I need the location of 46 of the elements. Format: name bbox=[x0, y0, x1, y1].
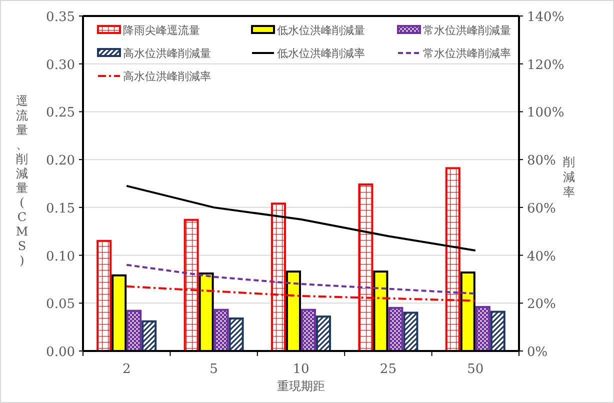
bar bbox=[126, 310, 142, 352]
y2-tick-label: 100% bbox=[527, 106, 564, 121]
y2-axis-title: 削減率 bbox=[563, 155, 575, 199]
bar bbox=[228, 317, 244, 352]
bar bbox=[475, 306, 490, 352]
y-tick-label: 0.05 bbox=[46, 297, 75, 312]
bar bbox=[490, 310, 506, 352]
bar bbox=[271, 202, 286, 352]
y2-tick-label: 0% bbox=[527, 345, 548, 360]
y-tick-label: 0.25 bbox=[46, 106, 75, 121]
bar bbox=[403, 312, 418, 352]
x-axis-title: 重現期距 bbox=[277, 379, 325, 393]
x-tick-label: 2 bbox=[122, 362, 131, 377]
bar bbox=[96, 240, 112, 352]
legend-label: 高水位洪峰削減量 bbox=[123, 47, 211, 60]
legend-label: 常水位洪峰削減率 bbox=[423, 47, 511, 60]
legend-label: 降雨尖峰逕流量 bbox=[123, 24, 200, 37]
y-tick-label: 0.15 bbox=[46, 201, 75, 216]
bar bbox=[358, 183, 374, 352]
text: 逕流量、削減量(CMS) bbox=[16, 94, 28, 268]
bar bbox=[445, 167, 460, 352]
legend-label: 常水位洪峰削減量 bbox=[423, 24, 511, 37]
y2-tick-label: 60% bbox=[527, 201, 556, 216]
legend-label: 低水位洪峰削減量 bbox=[277, 24, 365, 37]
y2-tick-label: 40% bbox=[527, 249, 556, 264]
y-tick-label: 0.10 bbox=[46, 249, 75, 264]
y2-tick-label: 20% bbox=[527, 297, 556, 312]
y-tick-label: 0.00 bbox=[46, 345, 75, 360]
y2-tick-label: 80% bbox=[527, 154, 556, 169]
x-tick-label: 10 bbox=[292, 362, 310, 377]
y-tick-label: 0.30 bbox=[46, 58, 75, 73]
x-tick-label: 50 bbox=[467, 362, 484, 377]
bar bbox=[184, 218, 199, 352]
bar bbox=[388, 306, 404, 352]
legend-label: 高水位洪峰削減率 bbox=[123, 70, 211, 83]
y2-tick-label: 140% bbox=[527, 10, 564, 25]
bar bbox=[214, 308, 229, 352]
y-tick-label: 0.35 bbox=[46, 10, 75, 25]
legend-label: 低水位洪峰削減率 bbox=[277, 47, 365, 60]
bar bbox=[301, 308, 316, 352]
bar bbox=[142, 320, 157, 352]
x-tick-label: 25 bbox=[380, 362, 396, 377]
bar bbox=[316, 316, 331, 352]
y2-tick-label: 120% bbox=[527, 58, 564, 73]
y-tick-label: 0.20 bbox=[46, 154, 75, 169]
x-tick-label: 5 bbox=[210, 362, 218, 377]
